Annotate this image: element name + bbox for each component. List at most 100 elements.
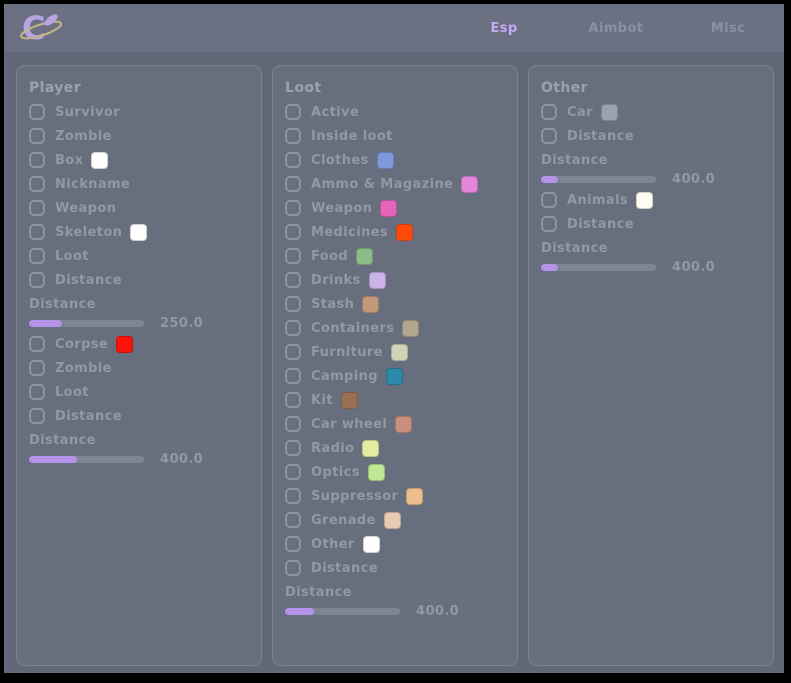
checkbox-row-ammo-magazine[interactable]: Ammo & Magazine bbox=[285, 172, 505, 196]
checkbox-row-survivor[interactable]: Survivor bbox=[29, 100, 249, 124]
checkbox-row-grenade[interactable]: Grenade bbox=[285, 508, 505, 532]
checkbox-row-stash[interactable]: Stash bbox=[285, 292, 505, 316]
checkbox-car-wheel[interactable] bbox=[285, 416, 301, 432]
checkbox-kit[interactable] bbox=[285, 392, 301, 408]
checkbox-row-zombie[interactable]: Zombie bbox=[29, 356, 249, 380]
checkbox-row-box[interactable]: Box bbox=[29, 148, 249, 172]
color-swatch-camping[interactable] bbox=[385, 367, 403, 385]
checkbox-food[interactable] bbox=[285, 248, 301, 264]
checkbox-distance[interactable] bbox=[285, 560, 301, 576]
color-swatch-box[interactable] bbox=[91, 151, 109, 169]
distance-slider[interactable] bbox=[285, 607, 400, 615]
checkbox-row-camping[interactable]: Camping bbox=[285, 364, 505, 388]
checkbox-skeleton[interactable] bbox=[29, 224, 45, 240]
checkbox-clothes[interactable] bbox=[285, 152, 301, 168]
checkbox-loot[interactable] bbox=[29, 384, 45, 400]
checkbox-row-car-wheel[interactable]: Car wheel bbox=[285, 412, 505, 436]
checkbox-row-other[interactable]: Other bbox=[285, 532, 505, 556]
tab-aimbot[interactable]: Aimbot bbox=[588, 20, 644, 36]
checkbox-row-medicines[interactable]: Medicines bbox=[285, 220, 505, 244]
tab-misc[interactable]: Misc bbox=[710, 20, 746, 36]
checkbox-row-zombie[interactable]: Zombie bbox=[29, 124, 249, 148]
checkbox-row-active[interactable]: Active bbox=[285, 100, 505, 124]
checkbox-inside-loot[interactable] bbox=[285, 128, 301, 144]
color-swatch-containers[interactable] bbox=[402, 319, 420, 337]
checkbox-corpse[interactable] bbox=[29, 336, 45, 352]
color-swatch-car-wheel[interactable] bbox=[395, 415, 413, 433]
checkbox-row-clothes[interactable]: Clothes bbox=[285, 148, 505, 172]
color-swatch-drinks[interactable] bbox=[368, 271, 386, 289]
color-swatch-furniture[interactable] bbox=[390, 343, 408, 361]
distance-slider[interactable] bbox=[541, 175, 656, 183]
checkbox-furniture[interactable] bbox=[285, 344, 301, 360]
checkbox-row-furniture[interactable]: Furniture bbox=[285, 340, 505, 364]
checkbox-distance[interactable] bbox=[29, 272, 45, 288]
checkbox-weapon[interactable] bbox=[29, 200, 45, 216]
checkbox-row-loot[interactable]: Loot bbox=[29, 380, 249, 404]
distance-slider[interactable] bbox=[29, 455, 144, 463]
checkbox-row-kit[interactable]: Kit bbox=[285, 388, 505, 412]
color-swatch-stash[interactable] bbox=[362, 295, 380, 313]
color-swatch-corpse[interactable] bbox=[116, 335, 134, 353]
checkbox-nickname[interactable] bbox=[29, 176, 45, 192]
checkbox-active[interactable] bbox=[285, 104, 301, 120]
checkbox-stash[interactable] bbox=[285, 296, 301, 312]
checkbox-row-distance[interactable]: Distance bbox=[285, 556, 505, 580]
checkbox-row-distance[interactable]: Distance bbox=[29, 268, 249, 292]
checkbox-survivor[interactable] bbox=[29, 104, 45, 120]
distance-slider[interactable] bbox=[541, 263, 656, 271]
checkbox-row-weapon[interactable]: Weapon bbox=[29, 196, 249, 220]
checkbox-row-skeleton[interactable]: Skeleton bbox=[29, 220, 249, 244]
checkbox-distance[interactable] bbox=[541, 128, 557, 144]
checkbox-distance[interactable] bbox=[541, 216, 557, 232]
checkbox-row-distance[interactable]: Distance bbox=[541, 124, 761, 148]
tab-esp[interactable]: Esp bbox=[448, 4, 560, 54]
color-swatch-skeleton[interactable] bbox=[130, 223, 148, 241]
checkbox-row-optics[interactable]: Optics bbox=[285, 460, 505, 484]
color-swatch-ammo-magazine[interactable] bbox=[461, 175, 479, 193]
checkbox-row-corpse[interactable]: Corpse bbox=[29, 332, 249, 356]
checkbox-containers[interactable] bbox=[285, 320, 301, 336]
checkbox-car[interactable] bbox=[541, 104, 557, 120]
checkbox-box[interactable] bbox=[29, 152, 45, 168]
checkbox-row-weapon[interactable]: Weapon bbox=[285, 196, 505, 220]
color-swatch-medicines[interactable] bbox=[396, 223, 414, 241]
color-swatch-grenade[interactable] bbox=[383, 511, 401, 529]
checkbox-row-inside-loot[interactable]: Inside loot bbox=[285, 124, 505, 148]
checkbox-grenade[interactable] bbox=[285, 512, 301, 528]
color-swatch-weapon[interactable] bbox=[380, 199, 398, 217]
color-swatch-other[interactable] bbox=[362, 535, 380, 553]
checkbox-row-food[interactable]: Food bbox=[285, 244, 505, 268]
checkbox-camping[interactable] bbox=[285, 368, 301, 384]
color-swatch-radio[interactable] bbox=[362, 439, 380, 457]
checkbox-medicines[interactable] bbox=[285, 224, 301, 240]
color-swatch-kit[interactable] bbox=[340, 391, 358, 409]
checkbox-row-suppressor[interactable]: Suppressor bbox=[285, 484, 505, 508]
checkbox-optics[interactable] bbox=[285, 464, 301, 480]
checkbox-row-animals[interactable]: Animals bbox=[541, 188, 761, 212]
color-swatch-suppressor[interactable] bbox=[406, 487, 424, 505]
checkbox-zombie[interactable] bbox=[29, 128, 45, 144]
checkbox-radio[interactable] bbox=[285, 440, 301, 456]
checkbox-animals[interactable] bbox=[541, 192, 557, 208]
checkbox-distance[interactable] bbox=[29, 408, 45, 424]
checkbox-row-loot[interactable]: Loot bbox=[29, 244, 249, 268]
checkbox-row-nickname[interactable]: Nickname bbox=[29, 172, 249, 196]
color-swatch-animals[interactable] bbox=[636, 191, 654, 209]
checkbox-row-distance[interactable]: Distance bbox=[541, 212, 761, 236]
checkbox-row-containers[interactable]: Containers bbox=[285, 316, 505, 340]
color-swatch-car[interactable] bbox=[600, 103, 618, 121]
checkbox-row-drinks[interactable]: Drinks bbox=[285, 268, 505, 292]
checkbox-drinks[interactable] bbox=[285, 272, 301, 288]
color-swatch-optics[interactable] bbox=[367, 463, 385, 481]
color-swatch-clothes[interactable] bbox=[376, 151, 394, 169]
checkbox-row-car[interactable]: Car bbox=[541, 100, 761, 124]
checkbox-suppressor[interactable] bbox=[285, 488, 301, 504]
checkbox-ammo-magazine[interactable] bbox=[285, 176, 301, 192]
checkbox-loot[interactable] bbox=[29, 248, 45, 264]
checkbox-weapon[interactable] bbox=[285, 200, 301, 216]
checkbox-row-radio[interactable]: Radio bbox=[285, 436, 505, 460]
checkbox-row-distance[interactable]: Distance bbox=[29, 404, 249, 428]
color-swatch-food[interactable] bbox=[356, 247, 374, 265]
checkbox-other[interactable] bbox=[285, 536, 301, 552]
